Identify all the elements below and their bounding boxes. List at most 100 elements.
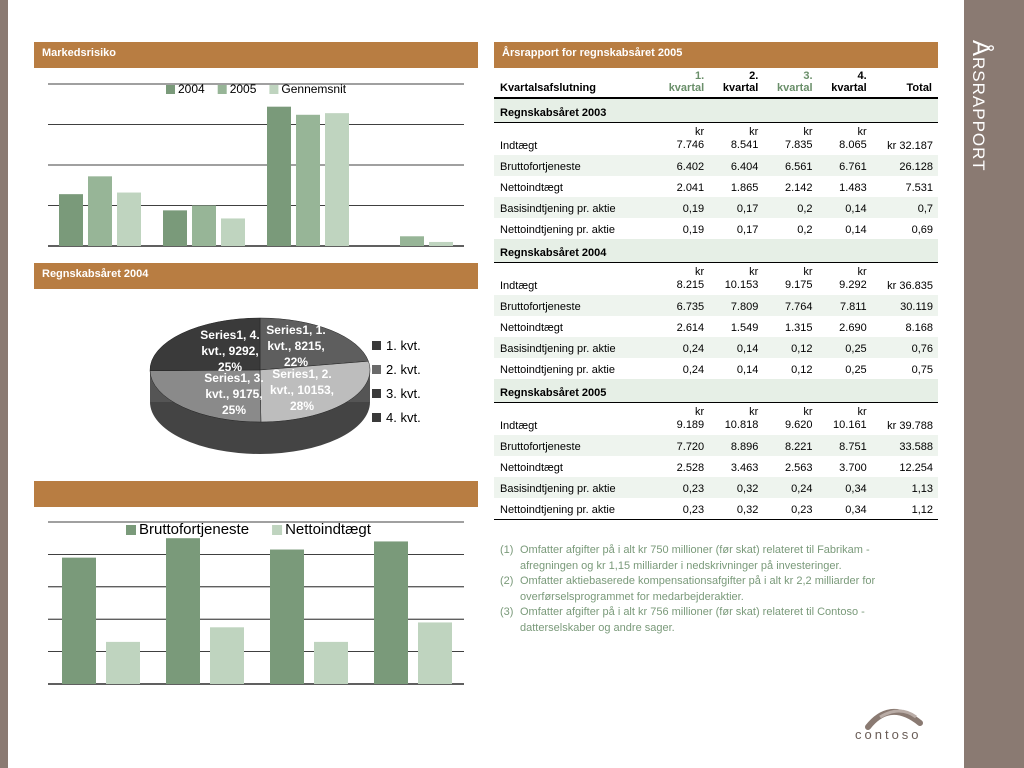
cell-total: 1,12: [871, 498, 938, 520]
footnotes: (1) Omfatter afgifter på i alt kr 750 mil…: [500, 543, 930, 636]
table-row: Basisindtjening pr. aktie 0,24 0,14 0,12 0,2…: [494, 337, 938, 358]
table-row: Basisindtjening pr. aktie 0,23 0,32 0,24 0,3…: [494, 477, 938, 498]
pie-slices: [149, 317, 371, 423]
cell-q4: 0,25: [817, 337, 872, 358]
cell-q2: 7.809: [709, 295, 764, 316]
table-header-row: Kvartalsafslutning 1. kvartal 2. kvartal 3…: [494, 68, 938, 99]
legend-label: Gennemsnit: [281, 82, 346, 96]
cell-q1: 2.614: [676, 322, 705, 334]
footnote: (2) Omfatter aktiebaserede kompensationsa…: [500, 574, 930, 605]
cell-q3: kr 9.175: [784, 266, 813, 291]
cell-q3: 0,12: [791, 364, 813, 376]
bar: [267, 106, 291, 247]
pie-slice: [259, 317, 369, 371]
bar: [210, 627, 244, 684]
cell-q1: 0,19: [655, 197, 710, 218]
cell-q4: 0,34: [817, 477, 872, 498]
legend-swatch: [217, 85, 227, 94]
cell-total: 7.531: [905, 182, 933, 194]
pie-data-label: Series1, 3. kvt., 9175, 25%: [204, 371, 263, 417]
legend-label: Nettoindtægt: [285, 521, 372, 538]
cell-total: 33.588: [871, 435, 938, 456]
table-row: Nettoindtjening pr. aktie 0,19 0,17 0,2 0,14…: [494, 218, 938, 239]
footnote-text: Omfatter afgifter på i alt kr 750 millio…: [520, 544, 870, 572]
table-row: Nettoindtægt 2.614 1.549 1.315 2.690 8.168: [494, 316, 938, 337]
table-row: Nettoindtjening pr. aktie 0,23 0,32 0,23 0,3…: [494, 498, 938, 520]
cell-q1: 0,23: [655, 498, 710, 520]
cell-q4: 7.811: [817, 295, 872, 316]
cell-q4: kr 10.161: [833, 406, 867, 431]
side-title: Årsrapport: [967, 40, 994, 172]
chart-legend: 2004 2005 Gennemsnit: [166, 82, 347, 96]
row-label: Indtægt: [500, 140, 538, 152]
cell-q2: kr 8.541: [730, 126, 759, 151]
footnote-text: Omfatter aktiebaserede kompensationsafgi…: [520, 575, 876, 603]
cell-q3: 0,24: [763, 477, 818, 498]
bar: [296, 114, 320, 246]
cell-q1: 7.720: [655, 435, 710, 456]
cell-total: 12.254: [899, 462, 933, 474]
table-row: Indtægt kr 9.189 kr 10.818 kr 9.620 kr 10.161 kr …: [494, 403, 938, 436]
legend-label: 1. kvt.: [386, 338, 421, 353]
market-risk-chart: 2004 2005 Gennemsnit: [48, 80, 464, 252]
chart-legend: Bruttofortjeneste Nettoindtægt: [126, 521, 372, 538]
cell-q2: kr 10.153: [724, 266, 759, 291]
legend-swatch: [372, 413, 381, 422]
bar: [88, 176, 112, 246]
row-label: Bruttofortjeneste: [494, 155, 655, 176]
bar: [106, 641, 140, 684]
row-label: Bruttofortjeneste: [494, 435, 655, 456]
profit-income-chart: Bruttofortjeneste Nettoindtægt: [48, 518, 464, 690]
footnote-key: (1): [500, 544, 514, 556]
header-third-section: [34, 481, 478, 507]
legend-label: 3. kvt.: [386, 386, 421, 401]
header-label: Kvartalsafslutning: [494, 68, 655, 99]
row-label: Indtægt: [500, 420, 538, 432]
footnote: (1) Omfatter afgifter på i alt kr 750 mil…: [500, 543, 930, 574]
cell-q2: 1.865: [730, 182, 759, 194]
legend-label: Bruttofortjeneste: [139, 521, 249, 538]
cell-q4: 8.751: [817, 435, 872, 456]
cell-q1: 6.735: [655, 295, 710, 316]
table-row: Indtægt kr 8.215 kr 10.153 kr 9.175 kr 9.292 kr 3…: [494, 263, 938, 296]
cell-q4: 6.761: [817, 155, 872, 176]
logo-text: contoso: [855, 727, 922, 742]
bar: [325, 113, 349, 246]
legend-swatch: [166, 85, 175, 94]
cell-q4: kr 9.292: [839, 266, 867, 291]
row-label: Indtægt: [500, 280, 538, 292]
cell-total: 26.128: [871, 155, 938, 176]
cell-q3: kr 9.620: [784, 406, 813, 431]
legend-swatch: [372, 341, 381, 350]
pie-legend: 1. kvt. 2. kvt. 3. kvt. 4. kvt.: [372, 338, 421, 425]
bar: [221, 218, 245, 246]
cell-total: 8.168: [905, 322, 933, 334]
header-market-risk: Markedsrisiko: [34, 42, 478, 68]
cell-q3: kr 7.835: [784, 126, 813, 151]
financial-table: Kvartalsafslutning 1. kvartal 2. kvartal 3…: [494, 68, 938, 520]
bar: [270, 549, 304, 684]
cell-total: kr 36.835: [887, 280, 933, 292]
cell-q2: kr 10.818: [724, 406, 759, 431]
cell-total: 0,7: [871, 197, 938, 218]
bar: [418, 622, 452, 684]
legend-swatch: [272, 525, 283, 535]
market-risk-chart-svg: 2004 2005 Gennemsnit: [48, 82, 464, 247]
cell-q1: 0,23: [655, 477, 710, 498]
cell-q1: 0,24: [682, 364, 705, 376]
cell-q3: 1.315: [784, 322, 813, 334]
bar: [374, 541, 408, 684]
section-title: Regnskabsåret 2003: [494, 98, 938, 123]
cell-total: 1,13: [871, 477, 938, 498]
legend-label: 4. kvt.: [386, 410, 421, 425]
header-q3: 3. kvartal: [763, 68, 818, 99]
bar: [59, 194, 83, 246]
cell-q4: 3.700: [839, 462, 867, 474]
table-section-row: Regnskabsåret 2005: [494, 379, 938, 403]
table-section-row: Regnskabsåret 2003: [494, 98, 938, 123]
pie-slice: [259, 360, 371, 423]
footnote: (3) Omfatter afgifter på i alt kr 756 mil…: [500, 605, 930, 636]
header-total: Total: [871, 68, 938, 99]
cell-q3: 2.563: [784, 462, 813, 474]
row-label: Basisindtjening pr. aktie: [494, 477, 655, 498]
